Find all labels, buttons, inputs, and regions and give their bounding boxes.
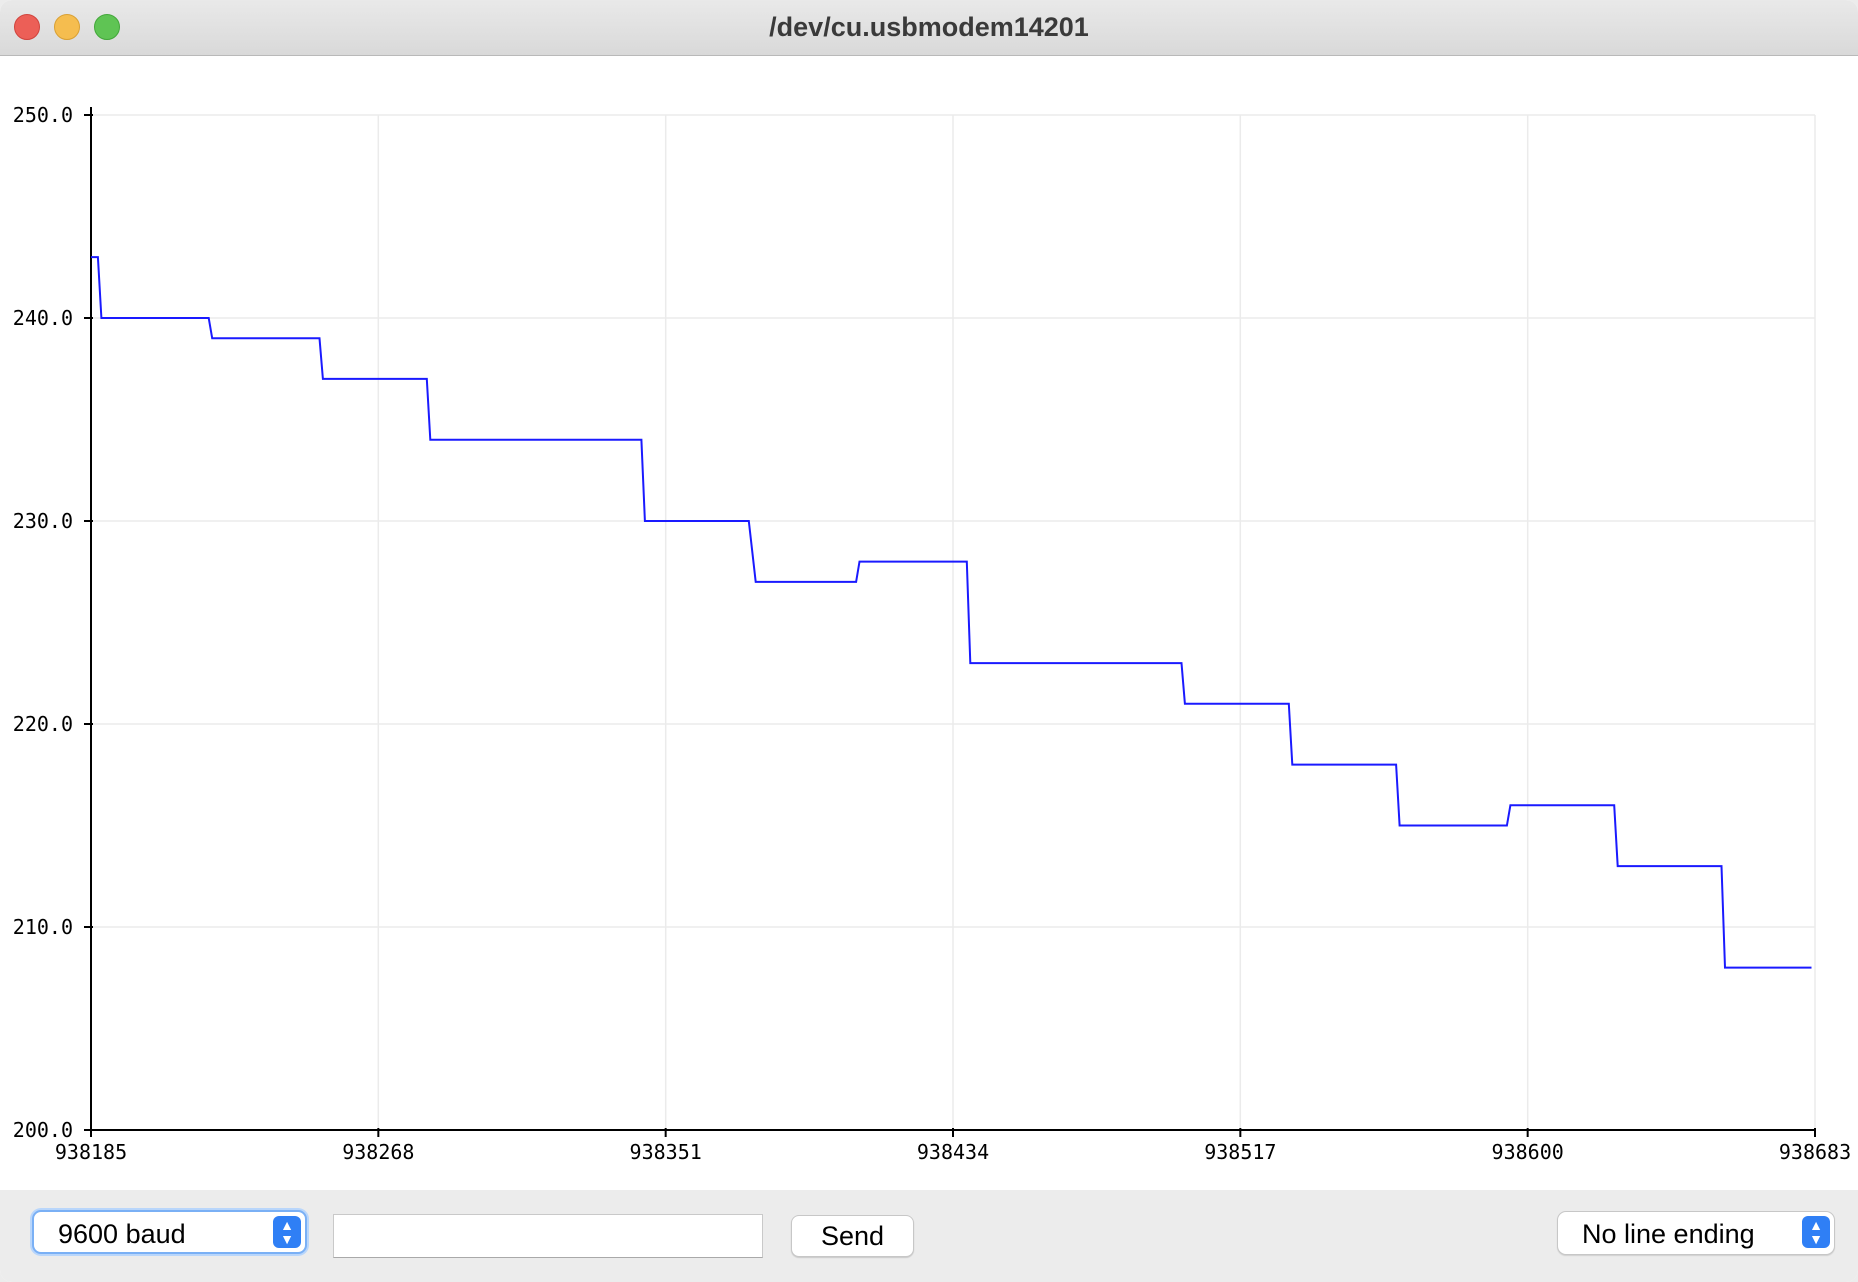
x-tick-label: 938683 <box>1779 1140 1851 1164</box>
y-tick-label: 220.0 <box>13 712 73 736</box>
line-ending-value: No line ending <box>1582 1219 1755 1249</box>
x-tick-label: 938517 <box>1204 1140 1276 1164</box>
serial-plot-chart: 200.0 210.0 220.0 230.0 240.0 250.0 938185 9382… <box>13 103 1851 1164</box>
x-tick-label: 938268 <box>342 1140 414 1164</box>
y-tick-label: 250.0 <box>13 103 73 127</box>
plot-area: 200.0 210.0 220.0 230.0 240.0 250.0 938185 9382… <box>0 57 1858 1190</box>
bottom-toolbar: 9600 baud ▲ ▼ Send No line ending ▲ ▼ <box>0 1190 1858 1282</box>
send-button[interactable]: Send <box>791 1215 914 1257</box>
y-tick-label: 200.0 <box>13 1118 73 1142</box>
y-tick-label: 230.0 <box>13 509 73 533</box>
send-message-input[interactable] <box>333 1214 763 1258</box>
line-ending-select[interactable]: No line ending ▲ ▼ <box>1557 1211 1835 1255</box>
minimize-window-button[interactable] <box>54 14 80 40</box>
x-tick-label: 938434 <box>917 1140 989 1164</box>
select-arrows-icon: ▲ ▼ <box>1802 1216 1830 1248</box>
baud-rate-value: 9600 baud <box>58 1219 186 1249</box>
series-line <box>91 256 1812 969</box>
select-arrows-icon: ▲ ▼ <box>273 1216 301 1248</box>
zoom-window-button[interactable] <box>94 14 120 40</box>
y-tick-label: 210.0 <box>13 915 73 939</box>
baud-rate-select[interactable]: 9600 baud ▲ ▼ <box>32 1210 307 1254</box>
x-tick-label: 938600 <box>1492 1140 1564 1164</box>
window-title: /dev/cu.usbmodem14201 <box>769 12 1089 42</box>
y-tick-label: 240.0 <box>13 306 73 330</box>
close-window-button[interactable] <box>14 14 40 40</box>
x-tick-label: 938185 <box>55 1140 127 1164</box>
title-bar[interactable]: /dev/cu.usbmodem14201 <box>0 0 1858 56</box>
x-tick-label: 938351 <box>630 1140 702 1164</box>
